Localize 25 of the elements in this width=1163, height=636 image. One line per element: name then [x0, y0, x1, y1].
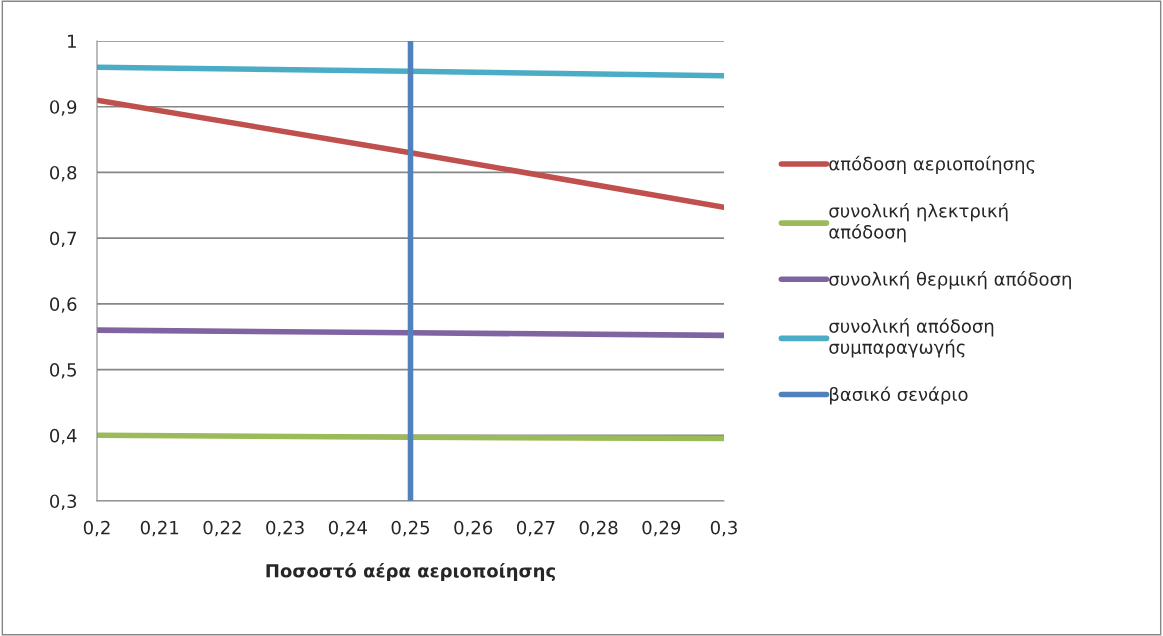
y-tick-label: 0,8	[50, 165, 77, 182]
x-axis-title: Ποσοστό αέρα αεριοποίησης	[266, 562, 555, 582]
x-tick-label: 0,28	[579, 520, 618, 537]
y-tick-label: 1	[68, 34, 76, 48]
x-tick-label: 0,25	[391, 520, 430, 537]
y-tick-label: 0,4	[50, 428, 77, 445]
y-tick-label: 0,6	[50, 297, 77, 313]
legend-label: συνολική θερμική απόδοση	[829, 271, 1071, 290]
x-tick-label: 0,26	[454, 520, 493, 537]
legend-label: συνολική απόδοση συμπαραγωγής	[829, 318, 994, 358]
legend-label: απόδοση αεριοποίησης	[829, 155, 1035, 175]
x-tick-label: 0,2	[83, 520, 110, 537]
y-tick-label: 0,3	[50, 494, 77, 510]
x-tick-label: 0,3	[710, 520, 737, 537]
legend-label: συνολική ηλεκτρική απόδοση	[829, 202, 1008, 243]
y-tick-label: 0,9	[50, 100, 77, 116]
x-tick-label: 0,21	[140, 520, 179, 537]
legend-label: βασικό σενάριο	[830, 386, 968, 405]
x-tick-label: 0,29	[642, 520, 681, 537]
x-tick-label: 0,22	[203, 520, 241, 537]
x-tick-label: 0,24	[328, 520, 367, 537]
y-tick-label: 0,5	[50, 363, 76, 379]
x-tick-label: 0,23	[266, 520, 304, 537]
y-tick-label: 0,7	[50, 231, 77, 248]
x-tick-label: 0,27	[516, 520, 555, 537]
